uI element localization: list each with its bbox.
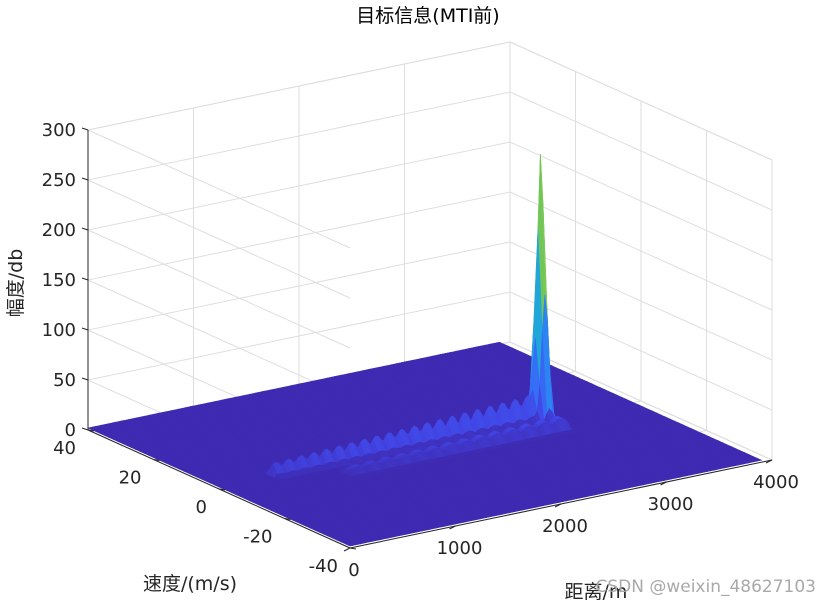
surface-plot: [87, 153, 763, 547]
